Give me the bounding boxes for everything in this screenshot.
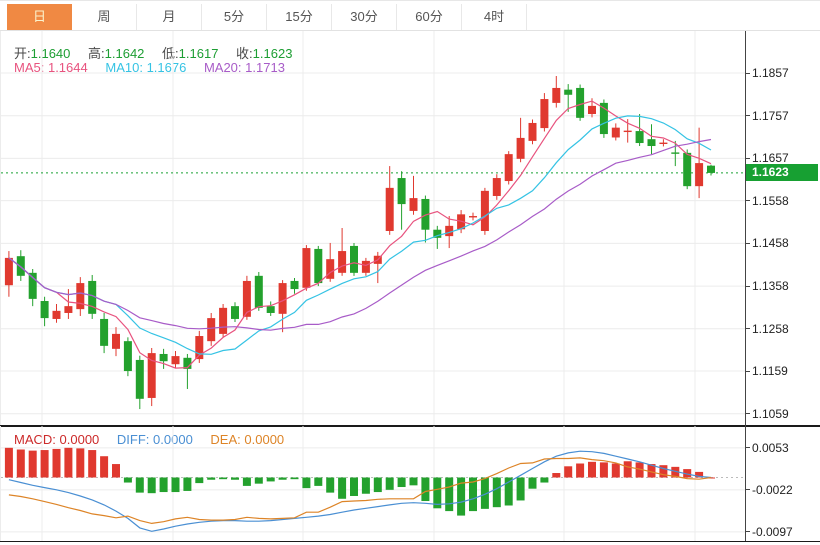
- axis-tick-mark: [745, 157, 750, 159]
- axis-tick-mark: [745, 531, 750, 533]
- axis-label: -0.0022: [752, 482, 793, 497]
- macd-label: MACD:: [14, 432, 56, 447]
- tab-week[interactable]: 周: [72, 4, 137, 30]
- axis-label: 1.1857: [752, 66, 789, 80]
- tab-60min[interactable]: 60分: [397, 4, 462, 30]
- close-label: 收:: [236, 46, 253, 61]
- axis-tick-mark: [745, 242, 750, 244]
- low-label: 低:: [162, 46, 179, 61]
- low-value: 1.1617: [178, 46, 219, 61]
- candlestick-chart[interactable]: [0, 31, 746, 425]
- axis-label: 1.1358: [752, 279, 789, 294]
- axis-tick-mark: [745, 370, 750, 372]
- macd-value: 0.0000: [59, 432, 100, 447]
- tab-30min[interactable]: 30分: [332, 4, 397, 30]
- ma10-label: MA10:: [105, 60, 143, 75]
- ma10-value: 1.1676: [146, 60, 187, 75]
- ma5-value: 1.1644: [47, 60, 88, 75]
- axis-label: 1.1458: [752, 236, 789, 251]
- diff-label: DIFF:: [116, 432, 150, 447]
- open-value: 1.1640: [30, 46, 71, 61]
- axis-label: 0.0053: [752, 440, 789, 455]
- dea-label: DEA:: [210, 432, 241, 447]
- axis-tick-mark: [745, 72, 750, 74]
- axis-label: 1.1059: [752, 406, 789, 421]
- axis-tick-mark: [745, 328, 750, 330]
- axis-tick-mark: [745, 413, 750, 415]
- bottom-border: [0, 541, 820, 542]
- axis-tick-mark: [745, 285, 750, 287]
- tab-15min[interactable]: 15分: [267, 4, 332, 30]
- close-value: 1.1623: [252, 46, 293, 61]
- high-value: 1.1642: [104, 46, 145, 61]
- ohlc-legend: 开:1.1640 高:1.1642 低:1.1617 收:1.1623: [14, 43, 306, 62]
- dea-value: 0.0000: [244, 432, 285, 447]
- axis-tick-mark: [745, 200, 750, 202]
- axis-label: 1.1757: [752, 108, 789, 123]
- tab-4hour[interactable]: 4时: [462, 4, 527, 30]
- high-label: 高:: [88, 46, 105, 61]
- axis-label: 1.1558: [752, 193, 789, 208]
- axis-label: 1.1657: [752, 151, 789, 166]
- macd-chart[interactable]: [0, 426, 746, 541]
- current-price-tag: 1.1623: [746, 164, 818, 182]
- ma5-label: MA5:: [14, 60, 45, 75]
- axis-label: 1.1159: [752, 364, 788, 379]
- tab-day[interactable]: 日: [7, 4, 72, 30]
- ma20-value: 1.1713: [245, 60, 285, 75]
- axis-tick-mark: [745, 447, 750, 449]
- axis-tick-mark: [745, 489, 750, 491]
- ma-legend: MA5: 1.1644 MA10: 1.1676 MA20: 1.1713: [14, 60, 299, 75]
- open-label: 开:: [14, 46, 31, 61]
- axis-label: 1.1258: [752, 321, 789, 336]
- axis-tick-mark: [745, 115, 750, 117]
- tab-month[interactable]: 月: [137, 4, 202, 30]
- tab-5min[interactable]: 5分: [202, 4, 267, 30]
- ma20-label: MA20:: [203, 60, 242, 75]
- timeframe-tabbar: 日 周 月 5分 15分 30分 60分 4时: [0, 1, 820, 31]
- panel-separator: [0, 425, 820, 427]
- axis-label: -0.0097: [752, 524, 793, 539]
